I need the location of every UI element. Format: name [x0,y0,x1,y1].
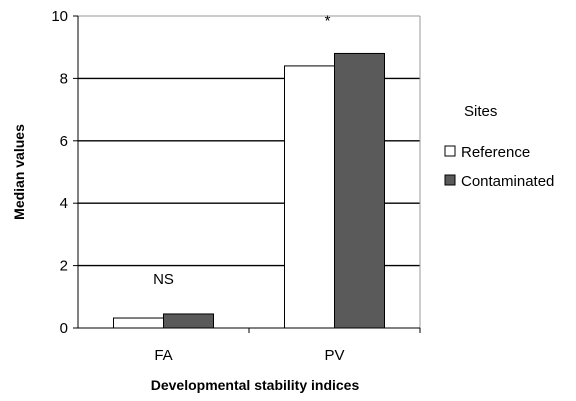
x-tick-label: FA [154,347,172,364]
legend-label-reference: Reference [461,144,530,161]
annotation-label: NS [153,271,174,288]
y-tick-label: 4 [60,195,68,212]
bar-reference-pv [284,65,335,329]
legend-title: Sites [464,103,497,120]
x-tick-labels: FA PV [154,347,344,364]
y-tick-labels: 0 2 4 6 8 10 [51,8,68,337]
legend-label-contaminated: Contaminated [461,173,554,190]
bar-reference-fa [113,317,164,329]
annotations: NS * [153,12,331,288]
bars [113,52,385,329]
y-tick-label: 6 [60,133,68,150]
x-tick-label: PV [324,347,344,364]
bar-contaminated-fa [163,313,214,329]
annotation-label: * [325,12,331,29]
legend-swatch-reference [444,145,456,157]
y-tick-label: 0 [60,320,68,337]
legend-swatch-contaminated [444,174,456,186]
y-tick-label: 10 [51,8,68,25]
y-axis-title: Median values [11,124,27,220]
y-tick-label: 8 [60,70,68,87]
bar-contaminated-pv [334,52,385,329]
y-tick-label: 2 [60,258,68,275]
x-axis-title: Developmental stability indices [151,377,360,393]
legend: Sites Reference Contaminated [444,103,554,190]
legend-items: Reference Contaminated [444,144,554,190]
plot-frame [77,15,421,329]
